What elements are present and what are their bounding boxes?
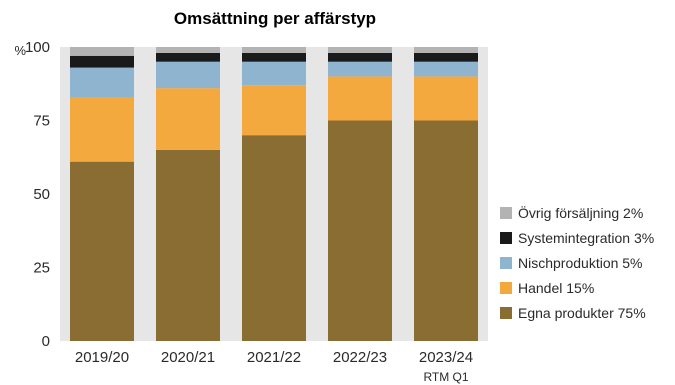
- legend-swatch: [500, 232, 512, 244]
- legend-label: Övrig försäljning 2%: [518, 204, 643, 221]
- bar-segment: [242, 61, 306, 86]
- bar-segment: [70, 47, 134, 56]
- bar-segment: [414, 47, 478, 53]
- bar-segment: [242, 85, 306, 136]
- legend-swatch: [500, 207, 512, 219]
- bar-segment: [156, 61, 220, 89]
- bar-segment: [242, 52, 306, 62]
- x-tick-label: 2019/20: [75, 349, 129, 366]
- x-tick-label: 2023/24: [419, 349, 473, 366]
- bar-segment: [70, 67, 134, 97]
- bar-segment: [414, 52, 478, 62]
- y-axis-ticks: 0 25 50 75 100: [25, 39, 50, 350]
- y-tick-label: 50: [33, 186, 50, 203]
- y-tick-label: 0: [42, 333, 50, 350]
- chart-title: Omsättning per affärstyp: [174, 9, 376, 28]
- y-tick-label: 75: [33, 113, 50, 130]
- legend-label: Egna produkter 75%: [518, 305, 646, 321]
- y-tick-label: 100: [25, 39, 50, 56]
- bar-segment: [156, 88, 220, 150]
- bar-segment: [242, 47, 306, 53]
- bars-group: [70, 47, 478, 341]
- bar-segment: [414, 76, 478, 121]
- legend-label: Systemintegration 3%: [518, 230, 654, 246]
- legend: Övrig försäljning 2% Systemintegration 3%…: [500, 204, 654, 321]
- bar-segment: [328, 52, 392, 62]
- legend-swatch: [500, 282, 512, 294]
- x-tick-label: 2021/22: [247, 349, 301, 366]
- bar-segment: [328, 47, 392, 53]
- bar-segment: [156, 47, 220, 53]
- legend-label: Nischproduktion 5%: [518, 255, 643, 271]
- bar-segment: [70, 55, 134, 68]
- legend-swatch: [500, 257, 512, 269]
- y-tick-label: 25: [33, 260, 50, 277]
- bar-segment: [414, 61, 478, 77]
- x-axis-labels: 2019/20 2020/21 2021/22 2022/23 2023/24 RTM Q…: [75, 349, 473, 384]
- bar-segment: [156, 149, 220, 341]
- bar-segment: [328, 61, 392, 77]
- bar-segment: [156, 52, 220, 62]
- x-tick-label: 2020/21: [161, 349, 215, 366]
- bar-segment: [414, 120, 478, 341]
- bar-segment: [70, 161, 134, 341]
- x-tick-label: 2022/23: [333, 349, 387, 366]
- bar-segment: [328, 120, 392, 341]
- bar-segment: [70, 96, 134, 162]
- y-unit-label: %: [14, 43, 26, 58]
- legend-label: Handel 15%: [518, 280, 594, 296]
- bar-segment: [242, 135, 306, 341]
- x-tick-sublabel: RTM Q1: [423, 370, 468, 384]
- legend-swatch: [500, 307, 512, 319]
- bar-segment: [328, 76, 392, 121]
